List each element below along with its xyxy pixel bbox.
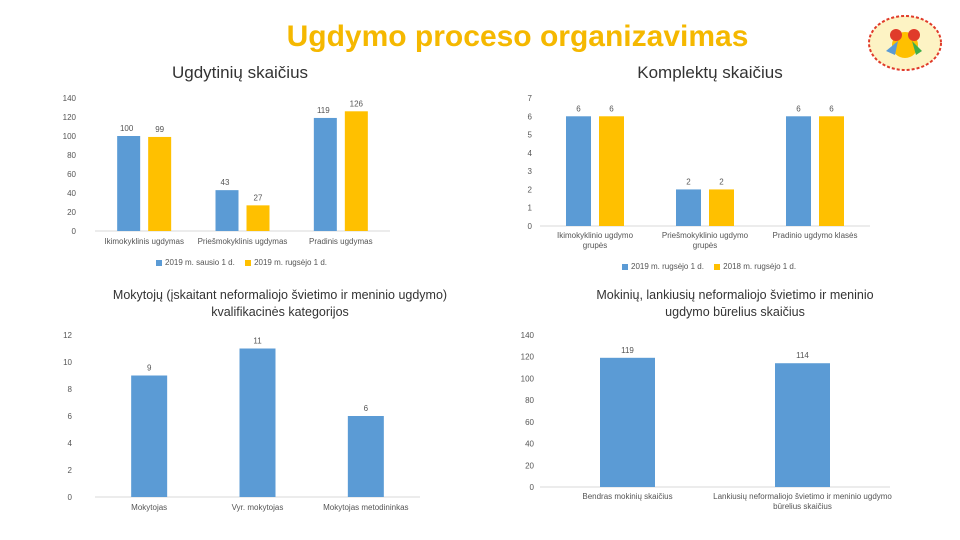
- legend-swatch: [622, 263, 628, 270]
- y-tick-label: 0: [530, 483, 535, 492]
- y-tick-label: 40: [67, 189, 76, 198]
- data-label: 119: [621, 346, 634, 355]
- bar: [566, 116, 591, 226]
- data-label: 6: [576, 104, 581, 113]
- legend-item: 2019 m. sausio 1 d.: [165, 258, 235, 267]
- y-tick-label: 1: [528, 204, 533, 213]
- bar: [709, 189, 734, 226]
- y-tick-label: 100: [521, 374, 535, 383]
- bar: [676, 189, 701, 226]
- chart2-title: Komplektų skaičius: [637, 63, 783, 82]
- chart1-title: Ugdytinių skaičius: [171, 63, 309, 82]
- data-label: 6: [364, 404, 369, 413]
- y-tick-label: 140: [521, 331, 535, 340]
- category-label: Pradinis ugdymas: [309, 237, 373, 246]
- category-label: Ikimokyklinis ugdymas: [104, 237, 184, 246]
- legend-swatch: [714, 263, 721, 270]
- y-tick-label: 12: [63, 331, 72, 340]
- data-label: 11: [253, 337, 262, 346]
- school-logo: [868, 15, 942, 71]
- category-label: Pradinio ugdymo klasės: [773, 231, 858, 240]
- bar: [344, 111, 368, 231]
- y-tick-label: 80: [67, 151, 76, 160]
- category-label: Priešmokyklinis ugdymas: [198, 237, 288, 246]
- legend-swatch: [245, 259, 252, 266]
- bar: [600, 357, 655, 487]
- y-tick-label: 0: [528, 222, 533, 231]
- data-label: 6: [796, 104, 801, 113]
- data-label: 9: [147, 364, 152, 373]
- slide-title: Ugdymo proceso organizavimas: [286, 20, 749, 53]
- y-tick-label: 4: [68, 439, 73, 448]
- y-tick-label: 3: [528, 167, 533, 176]
- y-tick-label: 80: [525, 396, 534, 405]
- legend-swatch: [156, 259, 162, 266]
- y-tick-label: 120: [521, 353, 535, 362]
- data-label: 2: [719, 177, 724, 186]
- chart4-title: Mokinių, lankiusių neformaliojo švietimo…: [596, 288, 874, 319]
- bar: [215, 190, 239, 231]
- y-tick-label: 4: [528, 149, 533, 158]
- y-tick-label: 6: [528, 112, 533, 121]
- category-label: Lankiusių neformaliojo švietimo ir menin…: [713, 492, 892, 511]
- y-tick-label: 7: [528, 94, 533, 103]
- y-tick-label: 8: [68, 385, 73, 394]
- bar: [786, 116, 811, 226]
- data-label: 99: [155, 125, 164, 134]
- y-tick-label: 20: [525, 461, 534, 470]
- y-tick-label: 0: [68, 493, 73, 502]
- y-tick-label: 60: [525, 418, 534, 427]
- category-label: Bendras mokinių skaičius: [582, 492, 672, 501]
- y-tick-label: 100: [63, 132, 77, 141]
- data-label: 27: [254, 193, 263, 202]
- bar: [819, 116, 844, 226]
- bar: [599, 116, 624, 226]
- category-label: Priešmokyklinio ugdymo grupės: [662, 231, 749, 250]
- bar: [313, 117, 337, 231]
- bar: [239, 348, 276, 497]
- bar: [117, 136, 141, 231]
- y-tick-label: 140: [63, 94, 77, 103]
- data-label: 43: [221, 178, 230, 187]
- category-label: Mokytojas: [131, 503, 167, 512]
- data-label: 126: [350, 99, 364, 108]
- bar: [131, 375, 168, 497]
- category-label: Ikimokyklinio ugdymo grupės: [557, 231, 634, 250]
- bar: [246, 205, 270, 231]
- data-label: 119: [317, 106, 330, 115]
- y-tick-label: 2: [528, 185, 533, 194]
- chart1-legend: 2019 m. sausio 1 d. 2019 m. rugsėjo 1 d.: [148, 258, 327, 267]
- category-label: Vyr. mokytojas: [232, 503, 284, 512]
- y-tick-label: 120: [63, 113, 77, 122]
- chart2-legend: 2019 m. rugsėjo 1 d. 2018 m. rugsėjo 1 d…: [614, 262, 796, 271]
- y-tick-label: 5: [528, 131, 533, 140]
- data-label: 114: [796, 351, 809, 360]
- chart3-title: Mokytojų (įskaitant neformaliojo švietim…: [112, 288, 448, 319]
- data-label: 100: [120, 124, 134, 133]
- y-tick-label: 6: [68, 412, 73, 421]
- bar: [148, 136, 172, 231]
- data-label: 2: [686, 177, 691, 186]
- y-tick-label: 40: [525, 440, 534, 449]
- y-tick-label: 60: [67, 170, 76, 179]
- bar: [347, 416, 384, 497]
- y-tick-label: 10: [63, 358, 72, 367]
- legend-item: 2018 m. rugsėjo 1 d.: [723, 262, 797, 271]
- legend-item: 2019 m. rugsėjo 1 d.: [254, 258, 327, 267]
- y-tick-label: 20: [67, 208, 76, 217]
- bar: [775, 363, 830, 487]
- category-label: Mokytojas metodininkas: [323, 503, 408, 512]
- legend-item: 2019 m. rugsėjo 1 d.: [631, 262, 704, 271]
- y-tick-label: 0: [72, 227, 77, 236]
- data-label: 6: [609, 104, 614, 113]
- data-label: 6: [829, 104, 834, 113]
- y-tick-label: 2: [68, 466, 73, 475]
